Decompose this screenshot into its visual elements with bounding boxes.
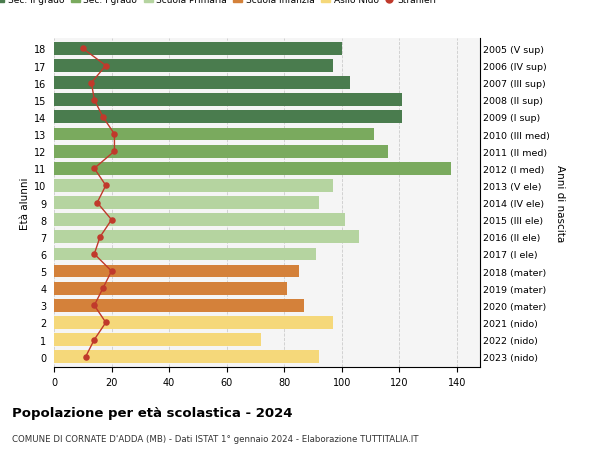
Point [95, 234, 105, 241]
Bar [54, 94, 402, 107]
Legend: Sec. II grado, Sec. I grado, Scuola Primaria, Scuola Infanzia, Asilo Nido, Stran: Sec. II grado, Sec. I grado, Scuola Prim… [0, 0, 440, 9]
Bar [54, 214, 345, 227]
Bar [54, 129, 373, 141]
Point [101, 63, 110, 70]
Bar [54, 60, 333, 73]
Point [110, 148, 119, 156]
Text: COMUNE DI CORNATE D'ADDA (MB) - Dati ISTAT 1° gennaio 2024 - Elaborazione TUTTIT: COMUNE DI CORNATE D'ADDA (MB) - Dati IST… [12, 434, 419, 443]
Bar [54, 231, 359, 244]
Point [101, 182, 110, 190]
Point [110, 131, 119, 139]
Bar [54, 333, 261, 346]
Bar [54, 197, 319, 209]
Bar [54, 248, 316, 261]
Bar [54, 351, 319, 364]
Point [98, 114, 108, 121]
Point [107, 217, 116, 224]
Bar [54, 43, 342, 56]
Point [107, 268, 116, 275]
Bar [54, 316, 333, 329]
Point [78, 45, 88, 53]
Point [89, 302, 99, 309]
Bar [54, 179, 333, 192]
Point [89, 336, 99, 343]
Point [101, 319, 110, 326]
Point [89, 251, 99, 258]
Bar [54, 299, 304, 312]
Bar [54, 282, 287, 295]
Bar [54, 146, 388, 158]
Bar [54, 111, 402, 124]
Point [92, 199, 102, 207]
Y-axis label: Anni di nascita: Anni di nascita [555, 165, 565, 241]
Point [89, 97, 99, 104]
Point [86, 80, 96, 87]
Bar [54, 162, 451, 175]
Point [81, 353, 91, 361]
Y-axis label: Età alunni: Età alunni [20, 177, 30, 230]
Point [89, 165, 99, 173]
Bar [54, 77, 350, 90]
Text: Popolazione per età scolastica - 2024: Popolazione per età scolastica - 2024 [12, 406, 293, 419]
Bar [54, 265, 299, 278]
Point [98, 285, 108, 292]
